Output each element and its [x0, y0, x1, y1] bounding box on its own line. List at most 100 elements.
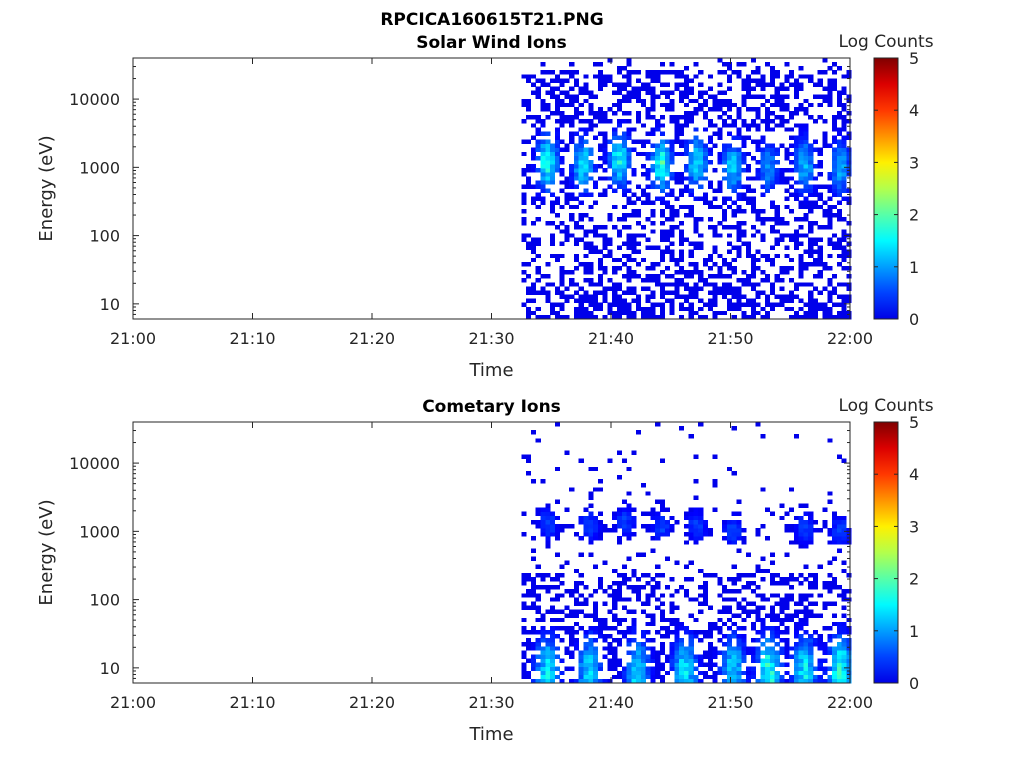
spectrogram-cell: [559, 581, 565, 586]
spectrogram-cell: [836, 548, 842, 553]
spectrogram-cell: [650, 245, 656, 250]
spectrogram-cell: [789, 572, 795, 578]
spectrogram-cell: [578, 151, 584, 157]
spectrogram-cell: [683, 298, 689, 303]
spectrogram-cell: [631, 257, 637, 263]
spectrogram-cell: [636, 212, 642, 218]
spectrogram-cell: [817, 613, 823, 619]
spectrogram-cell: [803, 261, 809, 267]
spectrogram-cell: [688, 241, 694, 246]
spectrogram-cell: [832, 585, 838, 590]
spectrogram-cell: [803, 196, 809, 202]
spectrogram-cell: [559, 70, 565, 75]
spectrogram-cell: [765, 111, 771, 116]
spectrogram-cell: [722, 225, 728, 230]
spectrogram-cell: [798, 609, 804, 614]
spectrogram-cell: [655, 670, 661, 676]
spectrogram-cell: [808, 642, 814, 647]
spectrogram-cell: [827, 90, 833, 96]
spectrogram-cell: [760, 119, 766, 124]
spectrogram-cell: [846, 119, 852, 124]
spectrogram-cell: [731, 678, 737, 684]
spectrogram-cell: [621, 192, 627, 197]
spectrogram-cell: [660, 499, 666, 504]
spectrogram-cell: [669, 290, 675, 295]
spectrogram-cell: [679, 621, 685, 627]
spectrogram-cell: [803, 662, 809, 667]
spectrogram-cell: [674, 519, 680, 525]
spectrogram-cell: [578, 139, 584, 144]
spectrogram-cell: [688, 434, 694, 439]
spectrogram-cell: [669, 151, 675, 157]
spectrogram-cell: [545, 151, 551, 157]
spectrogram-cell: [798, 519, 804, 525]
x-tick-label: 22:00: [827, 329, 873, 348]
spectrogram-cell: [793, 111, 799, 116]
spectrogram-cell: [621, 674, 627, 680]
spectrogram-cell: [650, 78, 656, 83]
spectrogram-cell: [674, 139, 680, 144]
spectrogram-cell: [688, 253, 694, 259]
spectrogram-cell: [588, 168, 594, 173]
spectrogram-cell: [626, 274, 632, 279]
spectrogram-cell: [679, 306, 685, 312]
spectrogram-cell: [817, 147, 823, 153]
spectrogram-cell: [841, 176, 847, 181]
spectrogram-cell: [578, 176, 584, 181]
spectrogram-cell: [616, 184, 623, 189]
spectrogram-cell: [578, 552, 584, 557]
spectrogram-cell: [798, 143, 804, 149]
spectrogram-cell: [779, 609, 785, 614]
spectrogram-cell: [535, 131, 541, 136]
spectrogram-cell: [621, 98, 627, 104]
spectrogram-cell: [779, 294, 785, 299]
spectrogram-cell: [717, 629, 723, 635]
spectrogram-cell: [526, 589, 532, 594]
spectrogram-cell: [741, 638, 747, 643]
spectrogram-cell: [722, 609, 728, 614]
spectrogram-cell: [741, 155, 747, 161]
spectrogram-cell: [769, 74, 776, 79]
spectrogram-cell: [717, 670, 723, 676]
spectrogram-cell: [784, 523, 790, 529]
spectrogram-cell: [726, 233, 732, 238]
spectrogram-cell: [760, 658, 766, 663]
spectrogram-cell: [803, 511, 809, 517]
spectrogram-cell: [569, 94, 575, 100]
spectrogram-cell: [631, 233, 637, 238]
spectrogram-cell: [655, 585, 661, 590]
spectrogram-cell: [765, 164, 771, 169]
spectrogram-cell: [765, 180, 771, 185]
spectrogram-cell: [559, 82, 565, 87]
spectrogram-cell: [602, 225, 608, 230]
spectrogram-cell: [741, 159, 747, 165]
spectrogram-cell: [545, 261, 551, 267]
spectrogram-cell: [674, 131, 680, 136]
spectrogram-cell: [703, 601, 709, 606]
spectrogram-cell: [793, 613, 799, 619]
spectrogram-cell: [769, 94, 776, 100]
spectrogram-cell: [597, 249, 603, 255]
spectrogram-cell: [760, 139, 766, 144]
spectrogram-cell: [698, 519, 704, 525]
spectrogram-cell: [540, 532, 546, 537]
spectrogram-cell: [703, 674, 709, 680]
spectrogram-cell: [726, 642, 732, 647]
spectrogram-cell: [731, 532, 737, 537]
spectrogram-cell: [793, 523, 799, 529]
spectrogram-cell: [746, 646, 752, 651]
spectrogram-cell: [726, 168, 732, 173]
spectrogram-cell: [707, 650, 713, 655]
spectrogram-cell: [793, 286, 799, 291]
spectrogram-cell: [626, 147, 632, 153]
spectrogram-cell: [798, 597, 804, 602]
spectrogram-cell: [631, 245, 637, 250]
spectrogram-cell: [703, 634, 709, 639]
spectrogram-cell: [726, 576, 732, 582]
spectrogram-cell: [698, 528, 704, 533]
spectrogram-cell: [836, 111, 842, 116]
spectrogram-cell: [660, 184, 666, 189]
spectrogram-cell: [679, 151, 685, 157]
spectrogram-cell: [698, 638, 704, 643]
spectrogram-cell: [621, 597, 627, 602]
